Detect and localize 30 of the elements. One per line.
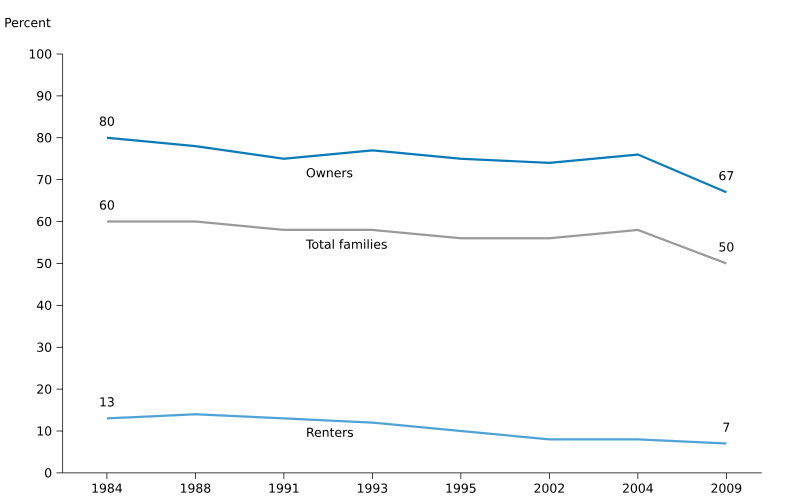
x-tick-label: 1984 bbox=[92, 484, 122, 494]
x-tick-label: 2009 bbox=[711, 484, 742, 494]
x-tick-label: 1995 bbox=[446, 484, 476, 494]
y-tick-label: 90 bbox=[37, 91, 52, 101]
series-label: Owners bbox=[306, 168, 352, 178]
series-label: Renters bbox=[307, 428, 354, 438]
y-tick-label: 10 bbox=[38, 426, 52, 436]
y-tick-label: 20 bbox=[37, 384, 52, 394]
y-tick-label: 70 bbox=[37, 175, 52, 185]
data-label: 80 bbox=[100, 116, 114, 126]
data-label: 60 bbox=[100, 200, 114, 210]
y-tick-label: 80 bbox=[37, 133, 52, 143]
data-label: 7 bbox=[723, 422, 730, 432]
y-tick-label: 30 bbox=[37, 342, 52, 352]
y-tick-label: 60 bbox=[37, 217, 52, 226]
x-tick-label: 2004 bbox=[622, 484, 653, 494]
y-axis-title: Percent bbox=[5, 18, 51, 28]
x-tick-label: 1993 bbox=[358, 484, 388, 494]
data-label: 50 bbox=[719, 242, 734, 252]
y-tick-label: 50 bbox=[37, 258, 52, 268]
y-tick-label: 0 bbox=[45, 468, 52, 478]
line-series bbox=[106, 413, 728, 445]
series-label: Total families bbox=[306, 239, 387, 250]
data-label: 13 bbox=[100, 397, 114, 407]
x-tick-label: 1991 bbox=[269, 484, 299, 494]
y-tick-label: 100 bbox=[30, 49, 52, 59]
y-tick-label: 40 bbox=[36, 300, 52, 310]
data-label: 67 bbox=[719, 171, 734, 181]
x-tick-label: 2002 bbox=[534, 484, 564, 494]
x-tick-label: 1988 bbox=[180, 484, 210, 494]
